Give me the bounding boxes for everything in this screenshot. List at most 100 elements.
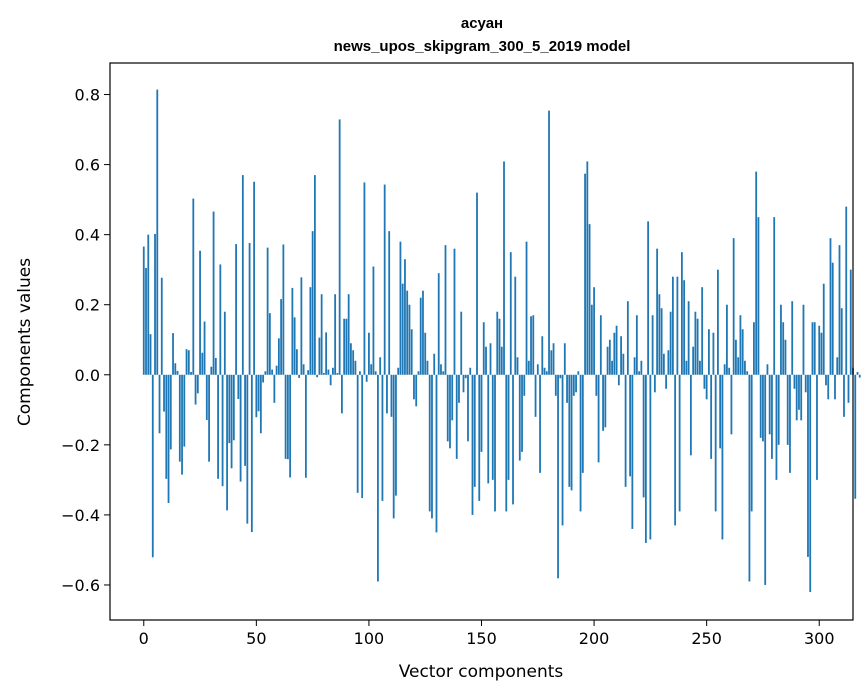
bar-318	[858, 374, 861, 378]
bar-257	[721, 374, 724, 540]
bar-189	[568, 374, 571, 487]
bar-169	[523, 374, 526, 396]
bar-291	[798, 374, 800, 410]
bar-186	[561, 374, 564, 526]
bar-99	[365, 374, 368, 382]
chart-title-line1: асуан	[461, 15, 503, 32]
bar-122	[417, 371, 420, 375]
bar-85	[334, 294, 337, 375]
bar-153	[487, 374, 490, 484]
bar-259	[726, 304, 728, 375]
bar-92	[350, 343, 352, 375]
bar-221	[640, 360, 643, 375]
bar-66	[291, 287, 294, 375]
bar-227	[653, 374, 656, 393]
y-axis-ticks: −0.6 −0.4 −0.2 0.0 0.2 0.4 0.6 0.8	[61, 86, 110, 595]
bar-251	[708, 329, 710, 375]
bar-311	[843, 374, 845, 417]
bar-255	[717, 269, 719, 375]
bar-48	[250, 374, 253, 533]
chart-title-line2: news_upos_skipgram_300_5_2019 model	[334, 38, 631, 55]
bar-193	[577, 371, 580, 375]
bar-246	[696, 318, 699, 375]
bar-128	[431, 374, 433, 519]
bar-284	[782, 322, 785, 375]
bar-303	[825, 374, 827, 386]
bar-226	[651, 315, 654, 375]
bar-63	[284, 374, 287, 459]
bar-276	[764, 374, 767, 585]
bar-50	[255, 374, 258, 418]
bar-155	[491, 374, 494, 480]
bar-271	[753, 322, 755, 375]
bar-113	[397, 367, 400, 375]
bar-192	[575, 374, 577, 393]
bar-102	[372, 266, 375, 375]
bar-258	[723, 364, 726, 375]
bar-300	[818, 325, 821, 375]
bar-107	[383, 184, 386, 375]
bar-161	[505, 374, 508, 512]
bar-270	[750, 374, 753, 512]
x-axis-label: Vector components	[399, 662, 564, 682]
bar-272	[755, 171, 758, 375]
bar-57	[271, 369, 274, 375]
bar-277	[766, 364, 769, 375]
bar-273	[757, 217, 760, 375]
bar-151	[482, 322, 485, 375]
bar-129	[433, 353, 436, 375]
bar-6	[156, 89, 159, 375]
bar-171	[527, 360, 530, 375]
bar-285	[784, 339, 787, 375]
bar-184	[557, 374, 559, 579]
bar-10	[165, 374, 168, 479]
bar-31	[212, 211, 215, 375]
bar-13	[172, 333, 174, 375]
x-tick-label: 200	[579, 629, 610, 648]
bar-217	[631, 374, 634, 529]
bar-138	[453, 248, 456, 375]
bar-64	[286, 374, 289, 460]
bar-191	[572, 374, 575, 396]
bar-292	[800, 374, 803, 421]
bar-304	[827, 374, 830, 400]
bar-121	[415, 374, 418, 407]
bar-223	[644, 374, 647, 543]
bar-247	[699, 360, 701, 375]
bar-295	[807, 374, 809, 557]
bar-190	[570, 374, 573, 491]
bar-9	[163, 374, 165, 412]
bar-139	[455, 374, 458, 459]
bar-127	[428, 374, 431, 512]
bar-229	[658, 294, 661, 375]
y-tick-label: 0.4	[75, 226, 100, 245]
bar-136	[449, 374, 451, 449]
bar-209	[613, 332, 616, 375]
bar-188	[566, 374, 568, 403]
bar-288	[791, 301, 794, 375]
bar-274	[759, 374, 762, 438]
bar-123	[419, 297, 422, 375]
bar-174	[534, 374, 537, 417]
bar-40	[232, 374, 235, 441]
bar-8	[160, 277, 163, 375]
bar-12	[169, 374, 172, 450]
bar-207	[608, 339, 611, 375]
bar-179	[545, 371, 548, 375]
bar-232	[665, 374, 668, 389]
bar-60	[277, 338, 280, 375]
bar-305	[829, 238, 832, 375]
plot-frame	[109, 62, 854, 621]
bar-119	[410, 329, 413, 375]
bar-282	[777, 374, 780, 445]
bar-280	[773, 217, 776, 375]
bar-269	[748, 374, 751, 582]
bar-301	[820, 332, 823, 375]
bar-181	[550, 350, 553, 375]
bar-126	[426, 360, 429, 375]
bar-69	[298, 374, 301, 378]
bar-37	[226, 374, 228, 511]
bar-76	[313, 175, 316, 375]
bar-216	[629, 374, 631, 477]
bar-22	[192, 198, 195, 375]
